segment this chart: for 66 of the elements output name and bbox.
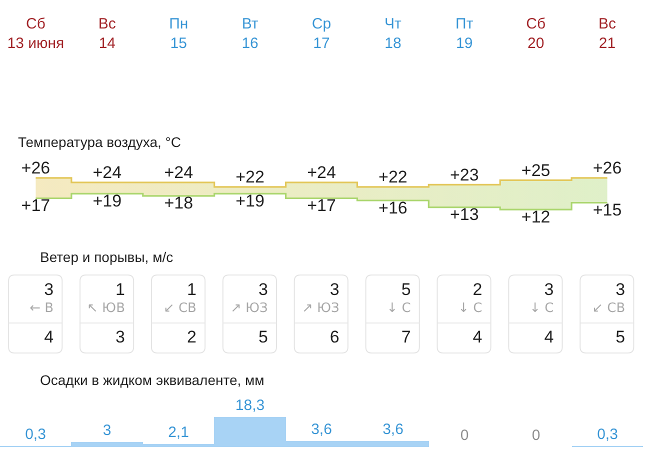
x-tick-label: Пт 19 (456, 16, 474, 52)
text: ↗ ЮЗ (302, 301, 340, 316)
data-label: +24 (164, 163, 194, 182)
x-tick-label: Вс 21 (598, 16, 617, 52)
data-label: 0 (460, 427, 469, 444)
text: 6 (330, 327, 340, 346)
text: ↖ ЮВ (87, 301, 126, 316)
text: ← В (30, 301, 54, 316)
x-tick-label: Чт 18 (384, 16, 402, 52)
data-label: 0,3 (597, 426, 618, 443)
data-label: +22 (236, 168, 264, 187)
text: ↓ С (530, 301, 554, 316)
data-label: +12 (521, 207, 550, 226)
data-label: +25 (521, 160, 550, 180)
x-tick-label: Вс 14 (98, 16, 116, 52)
x-tick-label: Сб 13 июня (7, 16, 64, 52)
text: 2 (472, 280, 482, 300)
text: 3 (44, 280, 54, 300)
data-label: 3 (102, 422, 112, 439)
data-label: 3,6 (311, 421, 332, 438)
x-tick-label: Пн 15 (169, 16, 188, 52)
data-label: +19 (236, 191, 264, 210)
data-label: 3,6 (382, 421, 404, 438)
text: Ветер и порывы, м/с (40, 249, 174, 265)
data-label: +17 (21, 196, 50, 215)
data-label: 0 (532, 427, 540, 444)
data-label: +15 (592, 200, 622, 220)
data-label: 0,3 (25, 426, 46, 443)
x-tick-label: Ср 17 (312, 16, 332, 52)
x-tick-label: Вт 16 (242, 16, 258, 52)
text: 4 (544, 327, 554, 346)
text: 1 (116, 280, 126, 300)
text: ↙ СВ (163, 301, 196, 316)
text: 7 (401, 327, 411, 346)
data-label: +16 (378, 198, 408, 218)
text: 4 (44, 327, 54, 346)
text: 4 (472, 327, 482, 346)
chart-title: Осадки в жидком эквиваленте, мм (40, 372, 264, 388)
data-label: +22 (378, 168, 408, 187)
x-tick-label: Сб 20 (526, 16, 546, 52)
text: 5 (258, 327, 268, 346)
data-label: 18,3 (235, 397, 265, 414)
text: 3 (258, 280, 268, 300)
text: ↓ С (386, 301, 411, 316)
text: 5 (616, 327, 626, 346)
data-label: 2,1 (168, 424, 189, 441)
data-label: +18 (164, 194, 194, 213)
chart-title: Температура воздуха, °C (18, 134, 181, 150)
text: 3 (616, 280, 626, 300)
text: 3 (544, 280, 554, 300)
data-label: +17 (307, 196, 336, 215)
data-label: +26 (592, 158, 622, 178)
data-label: +23 (450, 165, 479, 184)
data-label: +26 (21, 158, 50, 178)
data-label: +19 (92, 191, 122, 210)
data-label: +13 (450, 205, 479, 224)
data-label: +24 (307, 163, 336, 182)
text: 2 (187, 327, 196, 346)
text: 3 (116, 327, 126, 346)
text: 1 (187, 280, 196, 300)
text: ↙ СВ (592, 301, 626, 316)
text: ↓ С (458, 301, 482, 316)
data-label: +24 (92, 163, 122, 182)
text: 3 (330, 280, 340, 300)
text: 5 (401, 280, 411, 300)
text: ↗ ЮЗ (230, 301, 268, 316)
